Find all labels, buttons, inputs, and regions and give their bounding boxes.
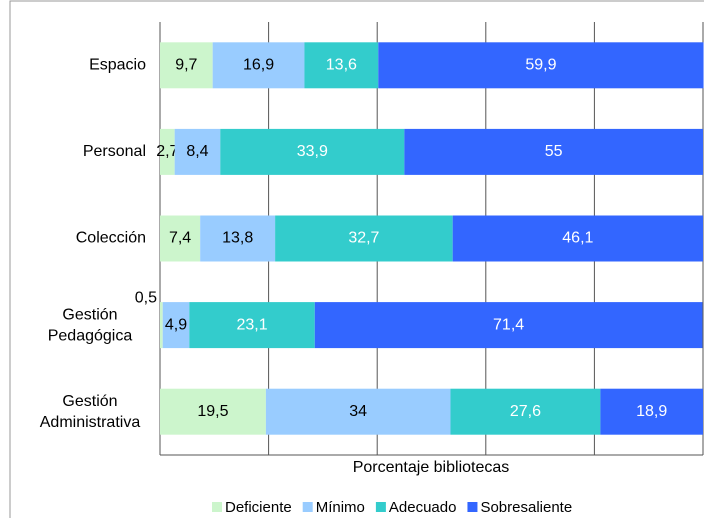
data-label: 34 bbox=[349, 403, 367, 420]
data-label: 13,8 bbox=[222, 230, 253, 247]
x-axis-label: Porcentaje bibliotecas bbox=[353, 459, 510, 476]
bar-segment bbox=[450, 388, 601, 435]
data-label: 9,7 bbox=[175, 57, 197, 74]
legend-label: Adecuado bbox=[389, 499, 457, 516]
bar-segment bbox=[200, 215, 276, 262]
legend-swatch bbox=[375, 502, 386, 512]
data-label: 33,9 bbox=[297, 143, 328, 160]
data-label: 4,9 bbox=[165, 316, 187, 333]
bar-segment bbox=[160, 388, 266, 435]
bar-segment bbox=[162, 302, 190, 349]
data-label: 59,9 bbox=[525, 57, 556, 74]
label-line: Gestión bbox=[62, 307, 117, 324]
bar-segment bbox=[265, 388, 451, 435]
bar-segment bbox=[174, 128, 221, 175]
data-label: 18,9 bbox=[636, 403, 667, 420]
legend-label: Deficiente bbox=[225, 499, 292, 516]
bar-segment bbox=[378, 42, 704, 89]
data-label: 7,4 bbox=[169, 230, 191, 247]
y-tick-label: Espacio bbox=[89, 57, 146, 74]
label-line: Administrativa bbox=[40, 414, 141, 431]
bar-segment bbox=[160, 302, 163, 349]
data-label: 16,9 bbox=[243, 57, 274, 74]
bar-segment bbox=[220, 128, 405, 175]
bar-segment bbox=[189, 302, 315, 349]
legend-label: Sobresaliente bbox=[480, 499, 572, 516]
bar-segment bbox=[160, 215, 201, 262]
data-label: 46,1 bbox=[562, 230, 593, 247]
data-label: 55 bbox=[545, 143, 563, 160]
data-label: 32,7 bbox=[348, 230, 379, 247]
label-line: Gestión bbox=[62, 393, 117, 410]
data-label: 71,4 bbox=[493, 316, 524, 333]
data-label: 19,5 bbox=[197, 403, 228, 420]
bar-segment bbox=[600, 388, 703, 435]
legend-swatch bbox=[212, 502, 222, 512]
bar-segment bbox=[304, 42, 379, 89]
data-label: 2,7 bbox=[156, 143, 178, 160]
data-label: 0,5 bbox=[135, 289, 157, 306]
bar-segment bbox=[404, 128, 703, 175]
data-label: 27,6 bbox=[510, 403, 541, 420]
legend-label: Mínimo bbox=[316, 499, 365, 516]
y-tick-label: Gestión Pedagógica bbox=[48, 307, 133, 345]
bar-segment bbox=[275, 215, 453, 262]
bar-segment bbox=[212, 42, 305, 89]
y-tick-label: Personal bbox=[83, 143, 146, 160]
data-label: 23,1 bbox=[236, 316, 267, 333]
y-tick-label: Gestión Administrativa bbox=[40, 393, 141, 431]
data-label: 8,4 bbox=[186, 143, 208, 160]
label-line: Pedagógica bbox=[48, 328, 133, 345]
bar-segment bbox=[314, 302, 703, 349]
data-label: 13,6 bbox=[326, 57, 357, 74]
y-tick-label: Colección bbox=[76, 230, 146, 247]
legend-swatch bbox=[467, 502, 478, 512]
bar-segment bbox=[160, 128, 175, 175]
bar-segment bbox=[452, 215, 703, 262]
legend-swatch bbox=[302, 502, 313, 512]
bar-segment bbox=[160, 42, 213, 89]
